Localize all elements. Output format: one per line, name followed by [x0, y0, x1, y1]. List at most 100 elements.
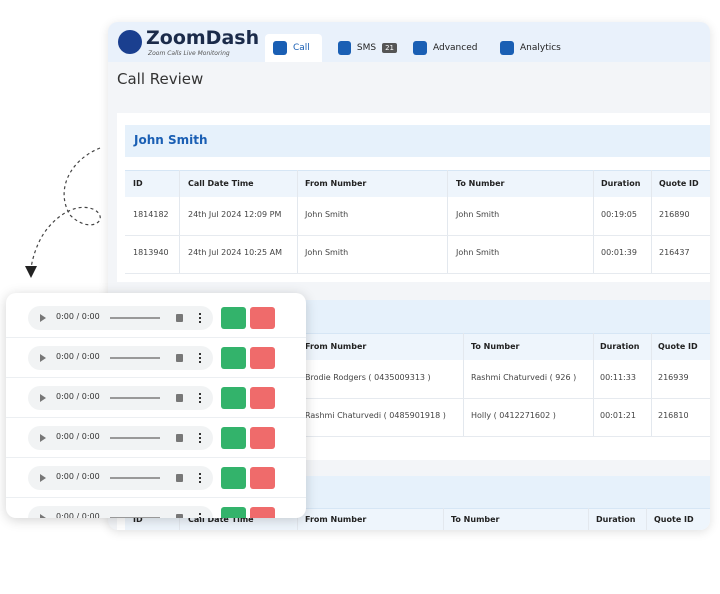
tab-label: Analytics [520, 43, 561, 53]
audio-player[interactable]: 0:00 / 0:00 [28, 466, 213, 490]
download-button[interactable] [221, 467, 246, 489]
column-separator [588, 508, 589, 530]
download-button[interactable] [221, 427, 246, 449]
delete-button[interactable] [250, 507, 275, 518]
table-section: John Smith ID Call Date Time From Number To … [117, 113, 710, 282]
row-divider [125, 273, 710, 274]
brand-tagline: Zoom Calls Live Monitoring [148, 50, 230, 57]
column-separator [593, 333, 594, 436]
column-header-row [125, 170, 710, 197]
section-band [125, 125, 710, 157]
column-separator [297, 508, 298, 530]
column-separator [646, 508, 647, 530]
time-label: 0:00 / 0:00 [56, 392, 100, 401]
column-header: To Number [456, 178, 505, 188]
column-separator [297, 170, 298, 273]
menu-icon [199, 513, 201, 518]
brand-name: ZoomDash [146, 27, 260, 49]
delete-button[interactable] [250, 427, 275, 449]
column-header: Quote ID [659, 178, 699, 188]
column-header: ID [133, 178, 143, 188]
column-header: Duration [596, 515, 636, 524]
download-button[interactable] [221, 347, 246, 369]
column-separator [651, 170, 652, 273]
row-divider [6, 497, 306, 498]
tab-icon [413, 41, 427, 55]
table-cell: 216810 [658, 411, 689, 420]
time-label: 0:00 / 0:00 [56, 352, 100, 361]
delete-button[interactable] [250, 387, 275, 409]
table-cell: 00:01:39 [601, 248, 637, 257]
audio-player[interactable]: 0:00 / 0:00 [28, 506, 213, 518]
tab-label: Advanced [433, 43, 478, 53]
time-label: 0:00 / 0:00 [56, 312, 100, 321]
play-icon [40, 314, 46, 322]
audio-player[interactable]: 0:00 / 0:00 [28, 346, 213, 370]
table-cell: 1813940 [133, 248, 169, 257]
table-cell: 24th Jul 2024 12:09 PM [188, 210, 282, 219]
tab[interactable]: SMS 21 [330, 34, 397, 62]
column-header: To Number [471, 341, 520, 351]
column-separator [593, 170, 594, 273]
tab-label: Call [293, 43, 310, 53]
volume-icon [176, 514, 183, 518]
column-separator [447, 170, 448, 273]
row-divider [6, 377, 306, 378]
column-header: ID [133, 515, 143, 524]
column-separator [463, 333, 464, 436]
audio-player[interactable]: 0:00 / 0:00 [28, 426, 213, 450]
column-separator [651, 333, 652, 436]
time-label: 0:00 / 0:00 [56, 512, 100, 518]
play-icon [40, 354, 46, 362]
progress-bar [110, 437, 160, 439]
tab[interactable]: Advanced [405, 34, 483, 62]
audio-popup: 0:00 / 0:00 0:00 / 0:00 0:00 / 0:00 0:00 / … [6, 293, 306, 518]
column-separator [443, 508, 444, 530]
menu-icon [199, 393, 201, 403]
volume-icon [176, 314, 183, 322]
delete-button[interactable] [250, 467, 275, 489]
table-cell: John Smith [305, 248, 349, 257]
column-header: Call Date Time [188, 515, 254, 524]
download-button[interactable] [221, 507, 246, 518]
table-cell: 216890 [659, 210, 690, 219]
volume-icon [176, 434, 183, 442]
column-header: Duration [601, 178, 641, 188]
column-header: From Number [305, 341, 367, 351]
delete-button[interactable] [250, 347, 275, 369]
tab-label: SMS [356, 43, 377, 53]
logo-icon [118, 30, 142, 54]
tab[interactable]: Analytics [492, 34, 565, 62]
audio-player[interactable]: 0:00 / 0:00 [28, 386, 213, 410]
tab[interactable]: Call [265, 34, 322, 62]
table-cell: John Smith [456, 248, 500, 257]
tab-icon [338, 41, 351, 55]
progress-bar [110, 397, 160, 399]
table-cell: 00:19:05 [601, 210, 637, 219]
menu-icon [199, 473, 201, 483]
header: ZoomDash Zoom Calls Live Monitoring Call… [108, 22, 710, 62]
row-divider [6, 417, 306, 418]
download-button[interactable] [221, 307, 246, 329]
column-separator [179, 508, 180, 530]
row-divider [6, 337, 306, 338]
table-cell: Rashmi Chaturvedi ( 0485901918 ) [305, 411, 446, 420]
row-divider [125, 398, 710, 399]
download-button[interactable] [221, 387, 246, 409]
tab-icon [500, 41, 514, 55]
column-header: Quote ID [658, 341, 698, 351]
table-cell: John Smith [456, 210, 500, 219]
audio-player[interactable]: 0:00 / 0:00 [28, 306, 213, 330]
progress-bar [110, 357, 160, 359]
tab-badge: 21 [382, 43, 397, 53]
column-header: To Number [451, 515, 500, 524]
progress-bar [110, 517, 160, 518]
table-cell: 216437 [659, 248, 690, 257]
row-divider [125, 436, 710, 437]
table-cell: 00:11:33 [600, 373, 636, 382]
column-header: From Number [305, 178, 367, 188]
delete-button[interactable] [250, 307, 275, 329]
table-cell: 1814182 [133, 210, 169, 219]
table-cell: Rashmi Chaturvedi ( 926 ) [471, 373, 577, 382]
